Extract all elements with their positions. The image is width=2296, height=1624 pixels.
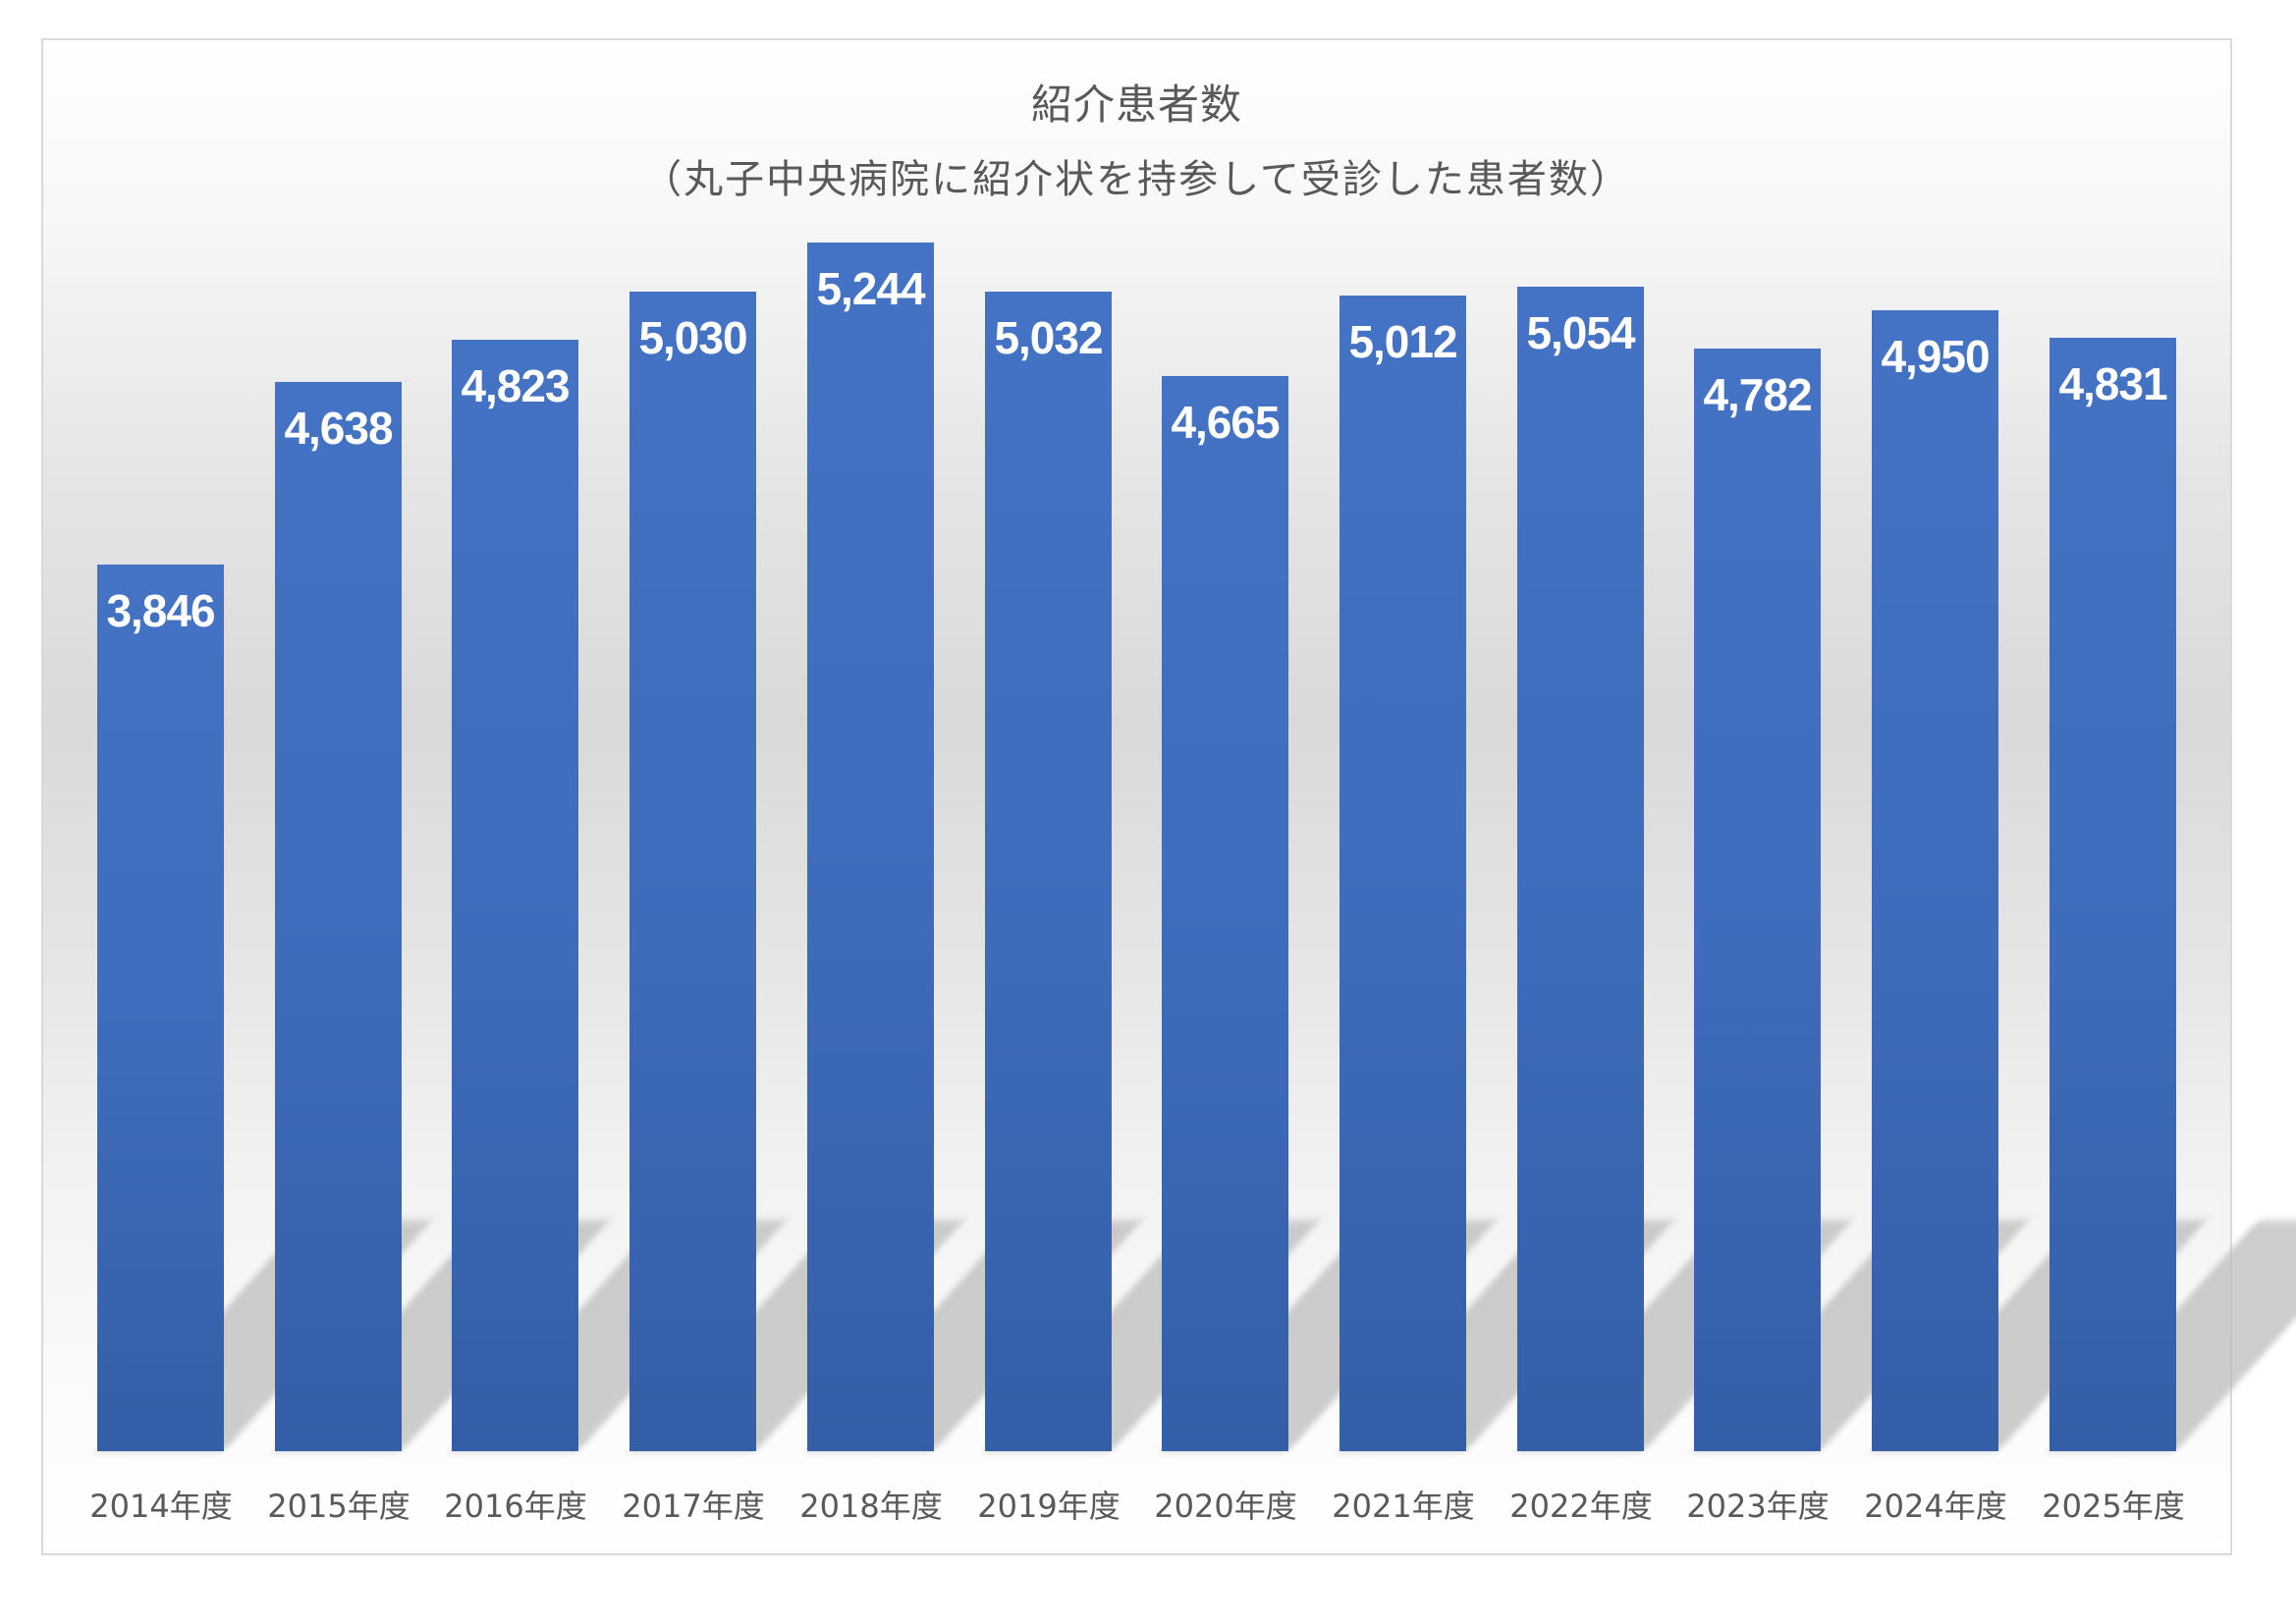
data-label: 4,782 xyxy=(1703,369,1812,420)
x-axis-label: 2025年度 xyxy=(2042,1488,2185,1525)
bar-2014[interactable]: 3,846 xyxy=(97,565,224,1451)
data-label: 4,831 xyxy=(2058,358,2167,409)
bar-2020[interactable]: 4,665 xyxy=(1162,376,1288,1451)
x-axis-label: 2014年度 xyxy=(89,1488,233,1525)
data-label: 5,030 xyxy=(638,312,747,363)
bar-2023[interactable]: 4,782 xyxy=(1694,349,1821,1451)
bar-2015[interactable]: 4,638 xyxy=(275,382,402,1451)
x-axis-label: 2018年度 xyxy=(799,1488,943,1525)
bar-2021[interactable]: 5,012 xyxy=(1339,296,1466,1451)
bar-2024[interactable]: 4,950 xyxy=(1872,310,1998,1451)
bar-2017[interactable]: 5,030 xyxy=(629,292,756,1451)
bar-2019[interactable]: 5,032 xyxy=(985,292,1112,1451)
bar-2025[interactable]: 4,831 xyxy=(2050,338,2176,1451)
data-label: 4,823 xyxy=(461,360,570,411)
x-axis-label: 2020年度 xyxy=(1154,1488,1297,1525)
data-label: 5,054 xyxy=(1526,307,1635,358)
x-axis-label: 2021年度 xyxy=(1332,1488,1475,1525)
data-label: 5,244 xyxy=(816,263,925,314)
x-axis-label: 2019年度 xyxy=(977,1488,1121,1525)
bar-2022[interactable]: 5,054 xyxy=(1517,287,1644,1451)
x-axis-label: 2015年度 xyxy=(267,1488,410,1525)
x-axis-label: 2023年度 xyxy=(1686,1488,1830,1525)
bar-2018[interactable]: 5,244 xyxy=(807,243,934,1451)
data-label: 4,665 xyxy=(1171,397,1280,448)
chart-title: 紹介患者数 xyxy=(1030,81,1242,129)
x-axis-label: 2024年度 xyxy=(1864,1488,2007,1525)
chart-subtitle: （丸子中央病院に紹介状を持参して受診した患者数） xyxy=(642,157,1631,202)
bar-2016[interactable]: 4,823 xyxy=(452,340,578,1451)
x-axis-label: 2016年度 xyxy=(444,1488,587,1525)
x-axis-label: 2022年度 xyxy=(1509,1488,1653,1525)
data-label: 3,846 xyxy=(106,585,215,636)
data-label: 4,950 xyxy=(1881,331,1990,382)
x-axis-label: 2017年度 xyxy=(622,1488,765,1525)
data-label: 5,032 xyxy=(994,312,1103,363)
data-label: 5,012 xyxy=(1348,316,1457,367)
data-label: 4,638 xyxy=(284,403,393,454)
